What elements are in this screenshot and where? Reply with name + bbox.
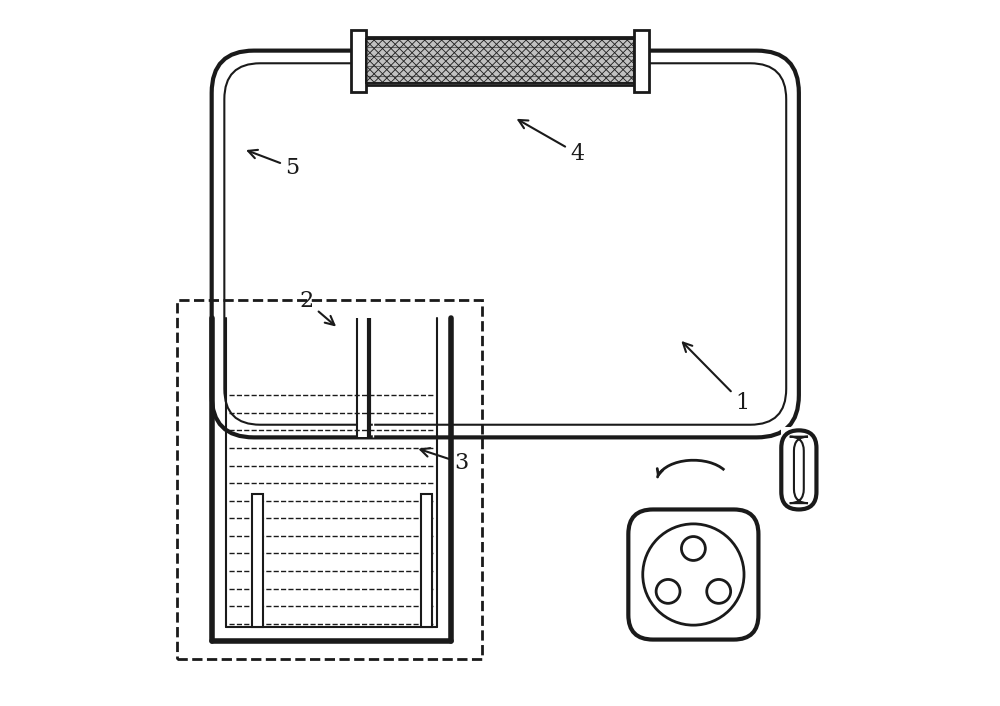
- Bar: [357, 318, 369, 438]
- Bar: [366, 40, 634, 83]
- FancyBboxPatch shape: [790, 437, 808, 503]
- Text: 1: 1: [683, 342, 750, 414]
- Bar: [177, 300, 482, 659]
- Text: 3: 3: [420, 448, 469, 474]
- Bar: [421, 493, 432, 627]
- Bar: [351, 30, 366, 92]
- Bar: [252, 493, 263, 627]
- Bar: [366, 40, 634, 83]
- Bar: [781, 427, 816, 444]
- Bar: [634, 30, 649, 92]
- FancyBboxPatch shape: [212, 51, 799, 438]
- Text: 5: 5: [248, 150, 300, 179]
- Text: 2: 2: [300, 290, 334, 325]
- FancyBboxPatch shape: [224, 64, 786, 425]
- FancyBboxPatch shape: [781, 431, 816, 510]
- Bar: [351, 30, 649, 92]
- FancyBboxPatch shape: [628, 510, 758, 640]
- Text: 4: 4: [518, 120, 584, 164]
- Bar: [366, 37, 634, 85]
